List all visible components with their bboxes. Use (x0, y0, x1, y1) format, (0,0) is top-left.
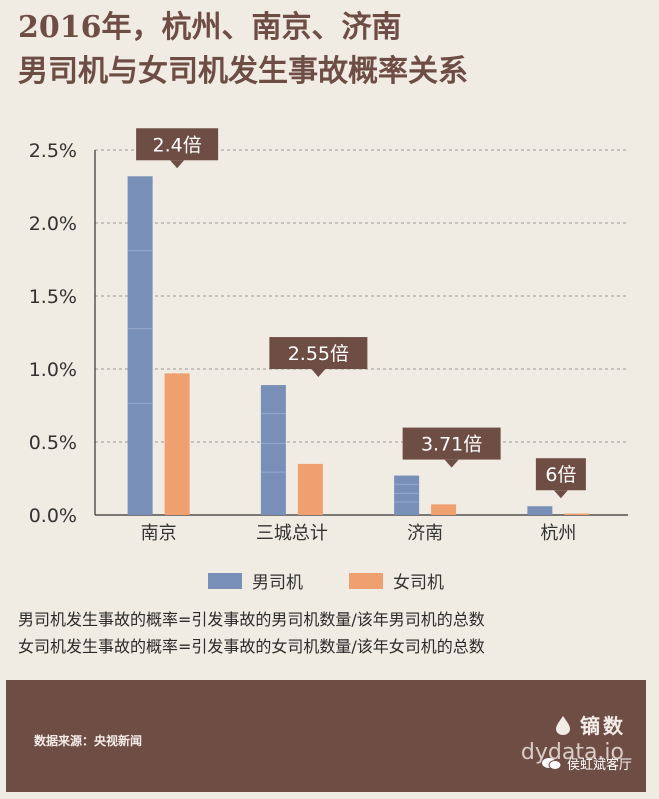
ratio-callout-pointer (311, 369, 326, 378)
legend-item-female: 女司机 (349, 568, 444, 593)
site-url[interactable]: dydata.io (520, 740, 624, 765)
y-tick-label: 0.0% (29, 505, 77, 527)
ratio-callout-pointer (553, 490, 568, 499)
ratio-callout-label: 6倍 (545, 464, 576, 486)
brand: 镝数 (554, 710, 626, 739)
x-tick-label: 杭州 (540, 523, 576, 544)
bar-male (260, 385, 286, 515)
ratio-callout-pointer (444, 459, 459, 468)
ratio-callout-box (402, 427, 501, 460)
legend-label-male: 男司机 (252, 573, 303, 593)
wechat-account: 侯虹斌客厅 (566, 758, 632, 773)
bar-male (127, 176, 153, 515)
ratio-callout-box (535, 458, 586, 491)
ratio-callout-label: 3.71倍 (421, 434, 482, 456)
y-tick-label: 1.5% (29, 286, 77, 308)
definition-notes: 男司机发生事故的概率=引发事故的男司机数量/该年男司机的总数 女司机发生事故的概… (18, 606, 648, 660)
footer: 数据来源：央视新闻 镝数 dydata.io 侯虹斌客厅 (6, 680, 646, 792)
bar-female (297, 463, 323, 515)
chart-title: 2016年，杭州、南京、济南 男司机与女司机发生事故概率关系 (18, 6, 648, 94)
bar-female (431, 504, 457, 515)
bar-female (164, 373, 190, 515)
bar-male (527, 506, 553, 515)
legend-label-female: 女司机 (393, 573, 444, 593)
bar-male (394, 475, 420, 515)
ratio-callout-box (269, 337, 368, 370)
y-tick-label: 1.0% (29, 359, 77, 381)
y-tick-label: 0.5% (29, 432, 77, 454)
ratio-callout-pointer (170, 160, 185, 169)
x-tick-label: 三城总计 (256, 523, 328, 544)
droplet-icon (556, 715, 570, 735)
legend-swatch-male (208, 572, 242, 589)
ratio-callout-label: 2.4倍 (153, 134, 202, 156)
brand-name: 镝数 (580, 714, 626, 738)
title-line-1: 2016年，杭州、南京、济南 (18, 10, 402, 45)
legend: 男司机 女司机 (208, 568, 490, 593)
note-female: 女司机发生事故的概率=引发事故的女司机数量/该年女司机的总数 (18, 637, 485, 656)
note-male: 男司机发生事故的概率=引发事故的男司机数量/该年男司机的总数 (18, 610, 485, 629)
legend-swatch-female (349, 572, 383, 589)
legend-item-male: 男司机 (208, 568, 303, 593)
y-tick-label: 2.0% (29, 213, 77, 235)
wechat-icon (541, 757, 562, 770)
y-tick-label: 2.5% (29, 140, 77, 162)
x-tick-label: 济南 (407, 523, 443, 544)
wechat-tag: 侯虹斌客厅 (541, 754, 632, 773)
ratio-callout-label: 2.55倍 (288, 343, 349, 365)
x-tick-label: 南京 (141, 523, 177, 544)
title-line-2: 男司机与女司机发生事故概率关系 (18, 54, 468, 89)
data-source: 数据来源：央视新闻 (34, 734, 143, 748)
bar-female (564, 513, 590, 515)
ratio-callout-box (136, 128, 219, 161)
